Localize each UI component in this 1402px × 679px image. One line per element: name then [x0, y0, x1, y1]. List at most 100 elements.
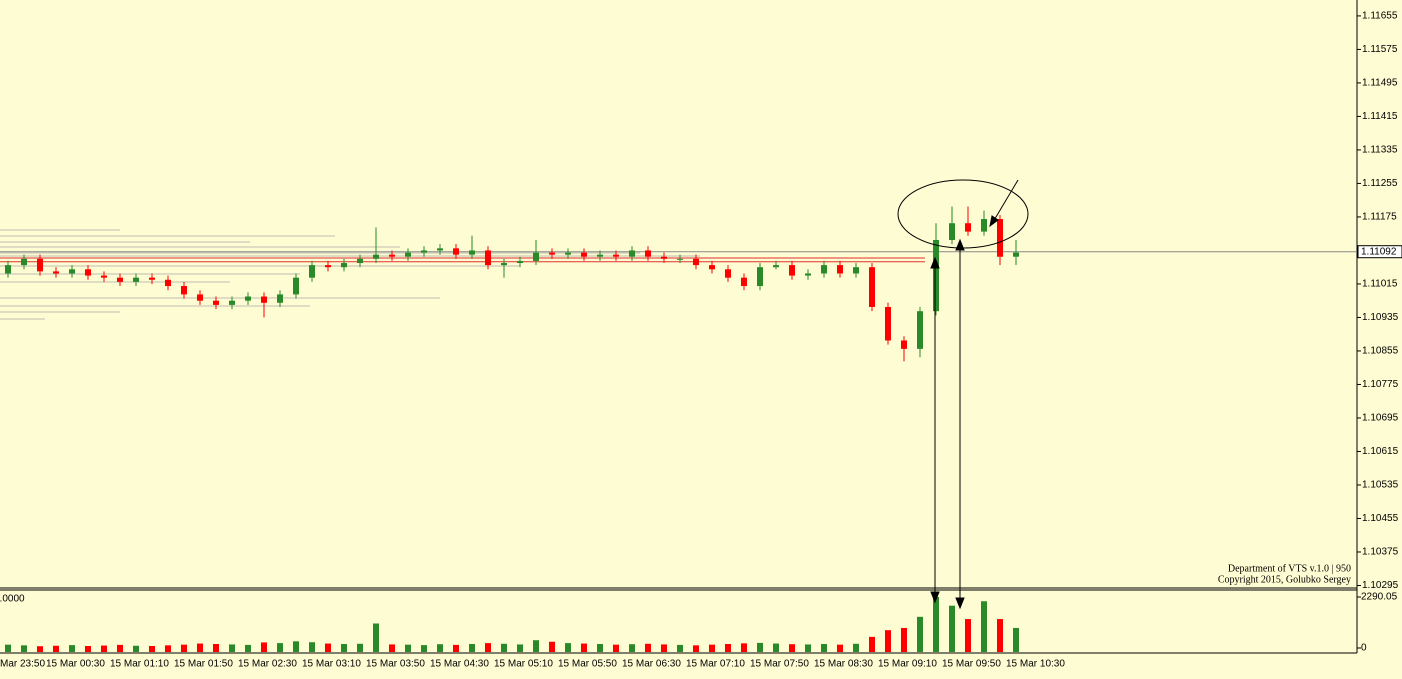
- x-tick-label: 15 Mar 03:50: [366, 659, 425, 670]
- volume-bar: [789, 644, 795, 652]
- candle-body: [85, 269, 91, 276]
- candle-body: [37, 258, 43, 272]
- volume-bar: [341, 643, 347, 652]
- volume-bar: [581, 643, 587, 652]
- volume-bar: [101, 645, 107, 652]
- volume-bar: [837, 644, 843, 652]
- candle-body: [197, 294, 203, 301]
- volume-bar: [709, 644, 715, 652]
- candle-body: [869, 267, 875, 307]
- volume-bar: [869, 636, 875, 652]
- candle-body: [917, 311, 923, 349]
- candle-body: [789, 265, 795, 276]
- volume-bar: [821, 643, 827, 652]
- volume-bar: [693, 645, 699, 652]
- volume-bar: [757, 642, 763, 652]
- y-tick-label: 1.11495: [1362, 78, 1398, 89]
- y-tick-label: 1.10455: [1362, 513, 1399, 524]
- candle-body: [5, 265, 11, 274]
- y-tick-label: 1.10295: [1362, 580, 1399, 591]
- volume-bar: [645, 643, 651, 652]
- candle-body: [565, 252, 571, 255]
- x-tick-label: 15 Mar 07:10: [686, 659, 745, 670]
- x-tick-label: 15 Mar 10:30: [1006, 659, 1065, 670]
- x-tick-label: 15 Mar 03:10: [302, 659, 361, 670]
- y-tick-label: 1.10775: [1362, 379, 1399, 390]
- volume-bar: [37, 646, 43, 652]
- x-tick-label: 15 Mar 05:10: [494, 659, 553, 670]
- x-tick-label: 15 Mar 02:30: [238, 659, 297, 670]
- candle-body: [853, 267, 859, 274]
- candle-body: [165, 279, 171, 287]
- y-tick-label: 1.11415: [1362, 111, 1398, 122]
- candle-body: [885, 306, 891, 341]
- y-tick-label: 1.10375: [1362, 547, 1399, 558]
- volume-bar: [5, 644, 11, 652]
- volume-bar: [213, 643, 219, 652]
- annotations: [897, 179, 1029, 610]
- candle-body: [821, 265, 827, 274]
- candle-body: [949, 223, 955, 240]
- x-tick-label: Mar 23:50: [0, 659, 45, 670]
- candle-body: [645, 250, 651, 257]
- candle-body: [1013, 252, 1019, 257]
- volume-bar: [981, 601, 987, 652]
- volume-label: 0.0000: [0, 594, 25, 605]
- current-price-label: 1.11092: [1361, 246, 1397, 257]
- candle-body: [901, 340, 907, 349]
- volume-bar: [917, 616, 923, 652]
- volume-bar: [549, 641, 555, 652]
- candle-body: [117, 277, 123, 282]
- candle-body: [21, 258, 27, 266]
- x-tick-label: 15 Mar 07:50: [750, 659, 809, 670]
- candle-body: [741, 277, 747, 287]
- candle-body: [53, 271, 59, 274]
- candle-body: [69, 269, 75, 274]
- volume-bar: [373, 623, 379, 652]
- candle-body: [709, 265, 715, 270]
- volume-bar: [53, 645, 59, 652]
- volume-bar: [629, 644, 635, 652]
- candle-body: [149, 277, 155, 280]
- candle-body: [725, 269, 731, 278]
- candle-body: [757, 267, 763, 287]
- x-tick-label: 15 Mar 01:10: [110, 659, 169, 670]
- candle-body: [325, 265, 331, 268]
- volume-bar: [565, 643, 571, 652]
- volume-bar: [501, 643, 507, 652]
- y-tick-label: 1.11175: [1362, 212, 1397, 223]
- candle-body: [485, 250, 491, 266]
- candle-body: [421, 250, 427, 253]
- volume-bar: [405, 644, 411, 652]
- current-price-box: [1357, 245, 1402, 259]
- candle-body: [261, 296, 267, 303]
- y-tick-label: 1.11015: [1362, 279, 1398, 290]
- candle-body: [805, 273, 811, 276]
- x-tick-label: 15 Mar 01:50: [174, 659, 233, 670]
- y-tick-label: 1.11575: [1362, 44, 1398, 55]
- candle-body: [501, 263, 507, 266]
- candle-body: [133, 277, 139, 282]
- candle-body: [293, 277, 299, 295]
- candle-body: [661, 256, 667, 259]
- candle-body: [453, 248, 459, 255]
- candle-body: [309, 265, 315, 278]
- volume-bar: [1013, 627, 1019, 652]
- volume-bar: [853, 643, 859, 652]
- candle-body: [997, 219, 1003, 257]
- volume-bar: [453, 644, 459, 652]
- candle-body: [213, 300, 219, 305]
- volume-bar: [469, 643, 475, 652]
- volume-bar: [421, 645, 427, 652]
- volume-bar: [21, 645, 27, 652]
- volume-bar: [485, 643, 491, 652]
- volume-bar: [197, 643, 203, 652]
- x-tick-label: 15 Mar 08:30: [814, 659, 873, 670]
- volume-bar: [181, 644, 187, 652]
- volume-bar: [69, 645, 75, 652]
- volume-bar: [949, 605, 955, 652]
- y-tick-label: 1.11335: [1362, 145, 1398, 156]
- volume-bar: [741, 643, 747, 652]
